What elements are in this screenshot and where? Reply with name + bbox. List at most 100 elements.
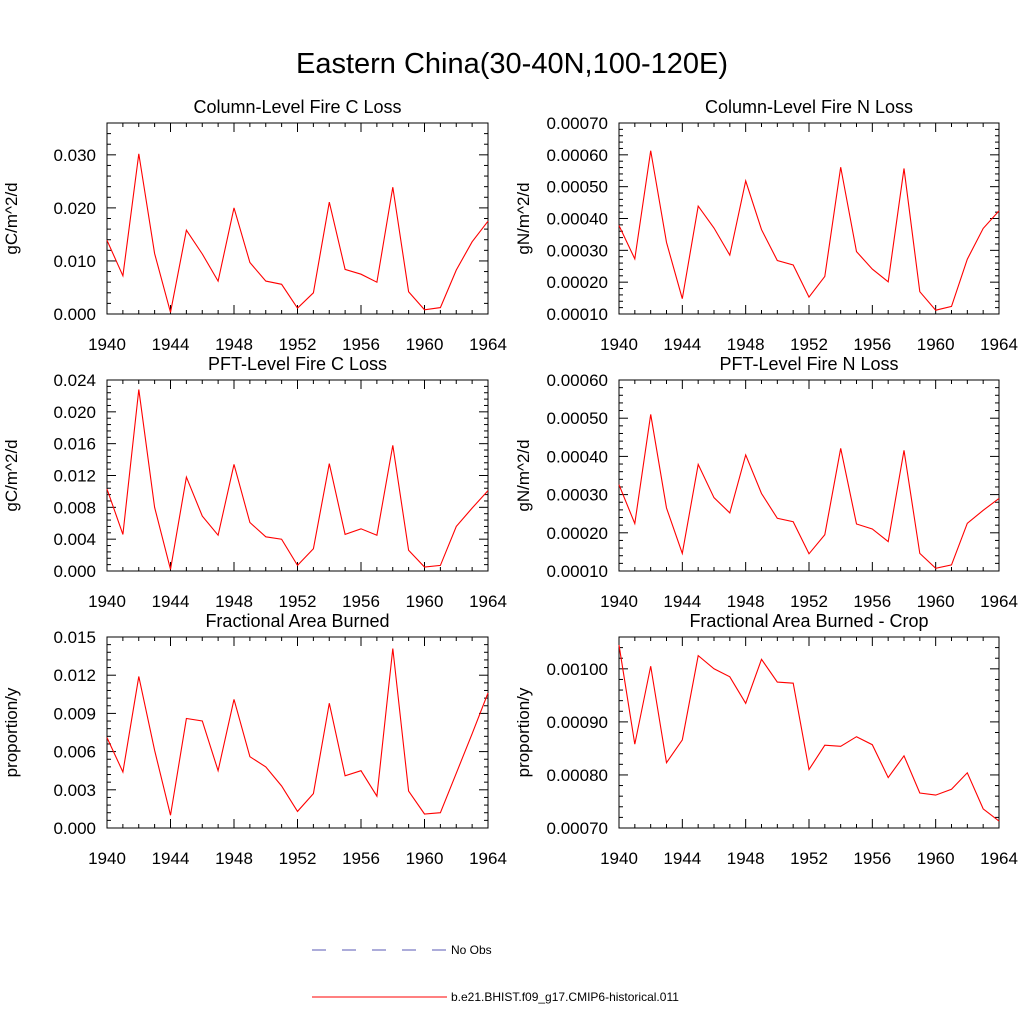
- x-tick-label: 1964: [980, 335, 1018, 354]
- series-line: [106, 389, 489, 570]
- x-tick-label: 1956: [342, 849, 380, 868]
- x-tick-label: 1964: [469, 335, 507, 354]
- x-tick-label: 1944: [152, 849, 190, 868]
- y-tick-label: 0.00010: [547, 562, 608, 581]
- x-tick-label: 1952: [279, 849, 317, 868]
- y-tick-label: 0.000: [53, 305, 96, 324]
- y-tick-label: 0.008: [53, 498, 96, 517]
- y-axis-label: gN/m^2/d: [514, 439, 533, 511]
- x-tick-label: 1940: [600, 849, 638, 868]
- x-tick-label: 1960: [917, 592, 955, 611]
- x-tick-label: 1944: [152, 335, 190, 354]
- y-tick-label: 0.00010: [547, 305, 608, 324]
- x-tick-label: 1952: [790, 335, 828, 354]
- x-tick-label: 1964: [469, 592, 507, 611]
- y-tick-label: 0.009: [53, 704, 96, 723]
- y-axis-label: gC/m^2/d: [2, 182, 21, 254]
- y-tick-label: 0.00040: [547, 210, 608, 229]
- x-tick-label: 1960: [406, 335, 444, 354]
- series-line: [106, 648, 489, 816]
- x-tick-label: 1940: [88, 592, 126, 611]
- x-tick-label: 1940: [600, 335, 638, 354]
- x-tick-label: 1948: [215, 335, 253, 354]
- plot-frame: [618, 122, 1000, 315]
- y-axis-label: proportion/y: [2, 687, 21, 777]
- y-tick-label: 0.012: [53, 666, 96, 685]
- y-tick-label: 0.00020: [547, 524, 608, 543]
- plot-frame: [618, 636, 1000, 829]
- y-axis-label: proportion/y: [514, 687, 533, 777]
- y-tick-label: 0.000: [53, 819, 96, 838]
- x-tick-label: 1944: [663, 592, 701, 611]
- y-tick-label: 0.00050: [547, 409, 608, 428]
- plot-frame: [106, 379, 489, 572]
- x-tick-label: 1952: [790, 849, 828, 868]
- y-axis-label: gN/m^2/d: [514, 182, 533, 254]
- panel-title: Fractional Area Burned - Crop: [689, 611, 928, 631]
- legend-label: No Obs: [451, 943, 492, 957]
- y-tick-label: 0.00070: [547, 114, 608, 133]
- panel-3: 1940 1944 1948 1952 1956 1960 1964 0.000 0.004 0.…: [2, 354, 507, 611]
- y-tick-label: 0.00080: [547, 766, 608, 785]
- panel-title: PFT-Level Fire N Loss: [719, 354, 898, 374]
- series-line: [618, 414, 1000, 569]
- y-tick-label: 0.00030: [547, 486, 608, 505]
- x-tick-label: 1956: [342, 335, 380, 354]
- y-tick-label: 0.003: [53, 781, 96, 800]
- x-tick-label: 1948: [727, 592, 765, 611]
- x-tick-label: 1952: [279, 335, 317, 354]
- y-tick-label: 0.00090: [547, 713, 608, 732]
- plot-frame: [618, 379, 1000, 572]
- x-tick-label: 1956: [853, 849, 891, 868]
- y-tick-label: 0.00070: [547, 819, 608, 838]
- x-tick-label: 1964: [980, 592, 1018, 611]
- y-tick-label: 0.020: [53, 199, 96, 218]
- y-tick-label: 0.00020: [547, 273, 608, 292]
- x-tick-label: 1948: [215, 849, 253, 868]
- panel-title: Column-Level Fire C Loss: [193, 97, 401, 117]
- x-tick-label: 1952: [790, 592, 828, 611]
- series-line: [618, 644, 1000, 822]
- x-tick-label: 1960: [406, 849, 444, 868]
- plot-frame: [106, 636, 489, 829]
- x-tick-label: 1956: [853, 592, 891, 611]
- y-tick-label: 0.030: [53, 146, 96, 165]
- series-line: [106, 153, 489, 313]
- x-tick-label: 1952: [279, 592, 317, 611]
- panel-title: Column-Level Fire N Loss: [705, 97, 913, 117]
- x-tick-label: 1956: [853, 335, 891, 354]
- y-tick-label: 0.00060: [547, 371, 608, 390]
- x-tick-label: 1948: [727, 849, 765, 868]
- y-tick-label: 0.010: [53, 252, 96, 271]
- y-tick-label: 0.012: [53, 467, 96, 486]
- series-line: [618, 150, 1000, 311]
- y-tick-label: 0.000: [53, 562, 96, 581]
- x-tick-label: 1948: [727, 335, 765, 354]
- figure-title: Eastern China(30-40N,100-120E): [295, 48, 729, 80]
- y-tick-label: 0.00040: [547, 447, 608, 466]
- x-tick-label: 1944: [152, 592, 190, 611]
- panel-title: PFT-Level Fire C Loss: [208, 354, 387, 374]
- x-tick-label: 1940: [88, 335, 126, 354]
- panel-4: 1940 1944 1948 1952 1956 1960 1964 0.00010 0.000…: [514, 354, 1018, 611]
- x-tick-label: 1956: [342, 592, 380, 611]
- y-tick-label: 0.00030: [547, 241, 608, 260]
- x-tick-label: 1944: [663, 335, 701, 354]
- legend: No Obs b.e21.BHIST.f09_g17.CMIP6-historic…: [312, 943, 679, 1004]
- panel-2: 1940 1944 1948 1952 1956 1960 1964 0.00010 0.000…: [514, 97, 1018, 354]
- y-tick-label: 0.016: [53, 435, 96, 454]
- x-tick-label: 1964: [980, 849, 1018, 868]
- plot-frame: [106, 122, 489, 315]
- y-tick-label: 0.00050: [547, 178, 608, 197]
- y-tick-label: 0.00100: [547, 660, 608, 679]
- panel-title: Fractional Area Burned: [205, 611, 389, 631]
- panel-6: 1940 1944 1948 1952 1956 1960 1964 0.00070 0.000…: [514, 611, 1018, 868]
- x-tick-label: 1960: [406, 592, 444, 611]
- y-tick-label: 0.020: [53, 403, 96, 422]
- x-tick-label: 1940: [600, 592, 638, 611]
- y-tick-label: 0.006: [53, 743, 96, 762]
- panel-1: 1940 1944 1948 1952 1956 1960 1964 0.000 0.010 0.…: [2, 97, 507, 354]
- x-tick-label: 1940: [88, 849, 126, 868]
